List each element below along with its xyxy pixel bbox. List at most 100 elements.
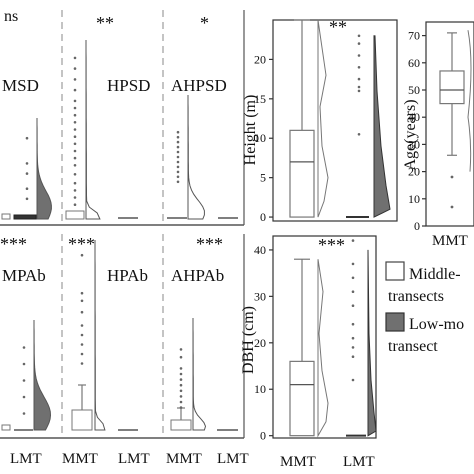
height-mmt-box — [289, 129, 315, 218]
mpab-lmt-violin — [33, 320, 52, 431]
msd-lmt-point-4 — [25, 136, 29, 140]
msd-lmt-point-2 — [25, 172, 29, 175]
xtick-mpab-lmt: LMT — [10, 451, 42, 467]
msd-lmt-point-3 — [25, 162, 29, 165]
mpab-lmt-point-2 — [22, 379, 26, 382]
ahpab-mmt-point-6 — [179, 372, 183, 376]
dbh-lmt-point-7 — [351, 346, 355, 349]
hpsd-mmt-violin — [85, 40, 101, 220]
dbh-lmt-point-8 — [351, 355, 355, 359]
panel-title-ahpab: AHPAb — [171, 266, 224, 285]
axes-layer: 0 5 10 15 20 0 10 20 30 40 50 60 70 0 10 20 30 40 — [0, 10, 474, 443]
dbh-lmt-point-4 — [351, 304, 355, 308]
dbh-lmt-violin — [367, 249, 377, 437]
ahpab-mmt-point-2 — [179, 395, 183, 398]
age-ytick-label-5: 50 — [408, 83, 420, 97]
ahpsd-mmt-violin — [187, 95, 205, 220]
legend-label-mmt-line1: Middle- — [409, 266, 461, 283]
height-lmt-point-1 — [357, 42, 361, 45]
ahpsd-mmt-point-1 — [176, 175, 180, 179]
panel-title-ahpsd: AHPSD — [171, 76, 227, 95]
panel-title-hpab: HPAb — [107, 266, 148, 285]
age-frame — [425, 21, 474, 227]
height-ytick-label-0: 0 — [260, 210, 266, 224]
dbh-ytick-label-1: 10 — [254, 382, 266, 396]
ahpab-mmt-point-5 — [179, 378, 183, 381]
age-outlier-0 — [450, 175, 454, 179]
ylabel-dbh: DBH (cm) — [240, 306, 257, 374]
height-lmt-point-6 — [357, 89, 361, 93]
hpab-mmt-point-8 — [80, 253, 84, 257]
xtick-ahpab-mmt: MMT — [166, 451, 202, 467]
hpsd-mmt-point-4 — [73, 173, 77, 176]
dbh-ytick-label-0: 0 — [260, 429, 266, 443]
age-ytick-label-7: 70 — [408, 29, 420, 43]
ylabel-age: Age(years) — [402, 99, 419, 170]
age-mmt-box — [439, 70, 465, 105]
height-lmt-point-7 — [357, 133, 361, 136]
ylabel-height: Height (m) — [242, 95, 259, 166]
significance-hpsd: ** — [96, 13, 114, 33]
msd-lmt-box — [13, 214, 37, 220]
age-ytick-label-3: 30 — [408, 137, 420, 151]
ahpsd-mmt-point-4 — [176, 160, 180, 164]
age-ytick-label-6: 60 — [408, 56, 420, 70]
hpsd-mmt-point-1 — [73, 196, 77, 199]
hpab-mmt-violin — [94, 240, 106, 431]
dbh-lmt-point-5 — [351, 322, 355, 326]
mpab-lmt-point-3 — [22, 362, 26, 366]
xtick-hpab-mmt: MMT — [62, 451, 98, 467]
ahpab-mmt-point-1 — [179, 400, 183, 404]
panel-title-mpab: MPAb — [2, 266, 46, 285]
hpsd-mmt-point-9 — [73, 135, 77, 138]
hpab-mmt-point-5 — [80, 310, 84, 314]
ahpab-mmt-box — [170, 419, 192, 431]
hpab-mmt-point-6 — [80, 299, 84, 303]
msd-lmt-point-0 — [25, 197, 29, 201]
hpab-mmt-point-7 — [80, 291, 84, 295]
height-mmt-violin — [317, 19, 329, 218]
ahpsd-mmt-point-2 — [176, 170, 180, 174]
significance-dbh: *** — [318, 235, 345, 255]
panel-title-msd: MSD — [2, 76, 39, 95]
dbh-frame — [272, 235, 377, 439]
violins-layer — [33, 19, 472, 438]
height-lmt-point-5 — [357, 85, 361, 89]
hpsd-mmt-point-0 — [73, 203, 77, 206]
hpsd-mmt-point-16 — [73, 78, 77, 81]
age-ytick-label-2: 20 — [408, 165, 420, 179]
age-mmt-violin — [467, 30, 472, 172]
age-ytick-label-0: 0 — [414, 219, 420, 233]
ahpsd-mmt-point-9 — [176, 135, 180, 139]
dbh-mmt-box — [289, 360, 315, 437]
hpsd-mmt-point-8 — [73, 142, 77, 146]
height-lmt-point-3 — [357, 66, 361, 69]
height-lmt-point-4 — [357, 77, 361, 81]
ahpsd-mmt-point-7 — [176, 145, 180, 149]
height-lmt-point-2 — [357, 54, 361, 57]
height-ytick-label-3: 15 — [254, 92, 266, 106]
ahpsd-mmt-point-8 — [176, 140, 180, 144]
dbh-ytick-label-4: 40 — [254, 243, 266, 257]
age-ytick-label-1: 10 — [408, 192, 420, 206]
ahpab-mmt-point-0 — [179, 406, 183, 409]
hpab-mmt-point-0 — [80, 362, 84, 365]
ahpab-mmt-point-4 — [179, 383, 183, 387]
significance-hpab: *** — [68, 234, 95, 254]
height-ytick-label-1: 5 — [260, 171, 266, 185]
significance-ahpab: *** — [196, 234, 223, 254]
mpab-mmt-box — [1, 424, 11, 431]
height-ytick-label-2: 10 — [254, 131, 266, 145]
height-lmt-point-0 — [357, 34, 361, 38]
dbh-lmt-point-3 — [351, 290, 355, 294]
xtick-dbh-lmt: LMT — [343, 454, 375, 470]
hpsd-mmt-point-2 — [73, 189, 77, 192]
dbh-mmt-violin — [317, 259, 329, 438]
hpsd-mmt-point-17 — [73, 67, 77, 70]
ahpab-mmt-point-8 — [179, 355, 183, 359]
height-ytick-label-4: 20 — [254, 52, 266, 66]
legend-label-mmt-line2: transects — [388, 288, 444, 305]
mpab-lmt-point-0 — [22, 412, 26, 415]
msd-mmt-box — [1, 213, 11, 220]
mpab-lmt-point-4 — [22, 346, 26, 349]
